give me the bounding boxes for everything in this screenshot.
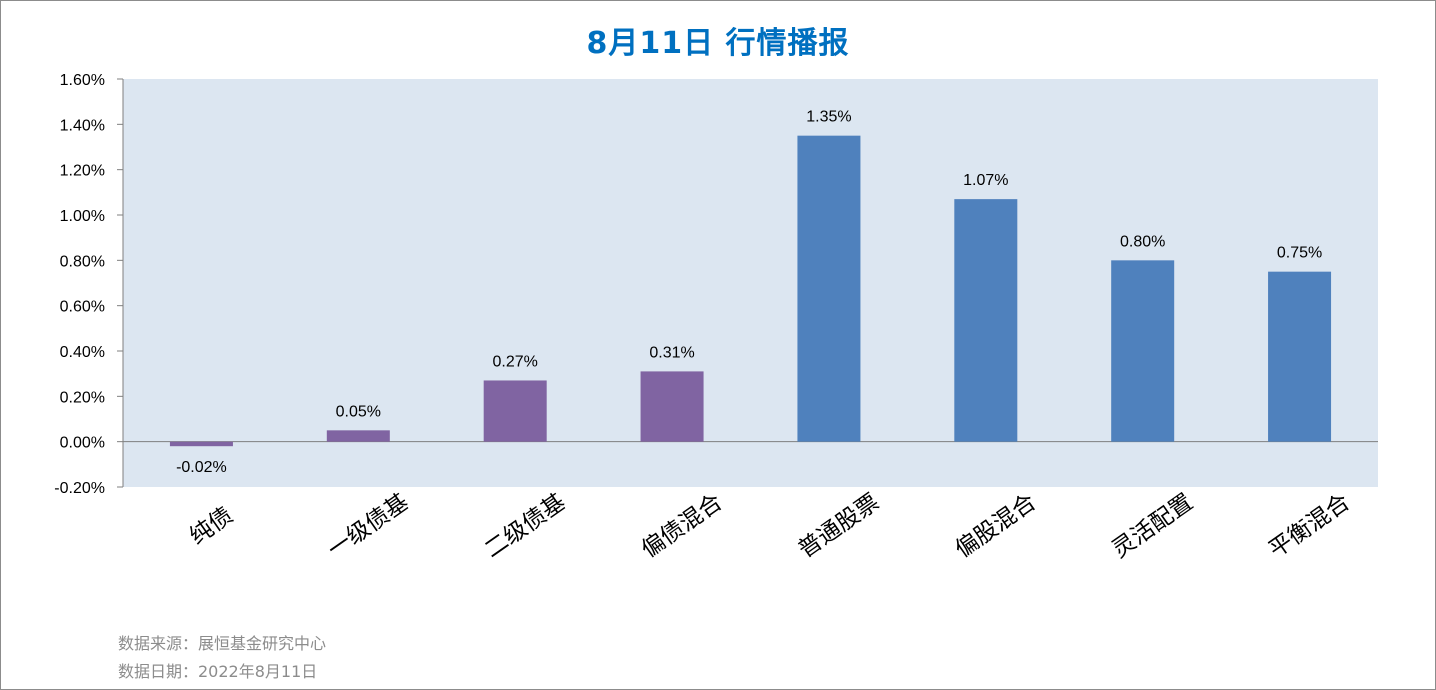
x-category-label: 二级债基	[480, 489, 570, 563]
bar-value-label: -0.02%	[176, 459, 227, 476]
y-tick-label: 0.00%	[60, 435, 105, 452]
bar-value-label: 0.31%	[649, 344, 694, 361]
bar	[954, 199, 1018, 442]
bar	[640, 371, 704, 442]
x-category-label: 偏股混合	[951, 489, 1041, 563]
x-category-label: 一级债基	[323, 489, 413, 563]
bar-value-label: 0.80%	[1120, 233, 1165, 250]
x-category-label: 灵活配置	[1108, 489, 1198, 563]
chart-title: 8月11日 行情播报	[586, 26, 850, 61]
data-date-note: 数据日期：2022年8月11日	[118, 662, 318, 681]
bar-value-label: 1.07%	[963, 172, 1008, 189]
bar-value-label: 1.35%	[806, 109, 851, 126]
y-tick-label: 1.00%	[60, 208, 105, 225]
y-tick-label: 0.20%	[60, 389, 105, 406]
bar-value-label: 0.75%	[1277, 245, 1322, 262]
y-tick-label: 0.40%	[60, 344, 105, 361]
y-tick-label: 1.20%	[60, 163, 105, 180]
plot-area	[123, 79, 1378, 487]
bar	[1268, 271, 1332, 442]
y-tick-label: 0.80%	[60, 253, 105, 270]
bar	[483, 380, 547, 442]
y-tick-label: 1.60%	[60, 72, 105, 89]
x-category-label: 偏债混合	[637, 489, 727, 563]
y-tick-label: 0.60%	[60, 299, 105, 316]
x-category-label: 纯债	[185, 502, 238, 550]
y-tick-label: -0.20%	[54, 480, 105, 497]
bar	[1111, 260, 1175, 442]
x-category-label: 普通股票	[794, 489, 884, 563]
bar	[169, 441, 233, 447]
bar	[797, 135, 861, 442]
bar-value-label: 0.05%	[336, 403, 381, 420]
y-tick-label: 1.40%	[60, 117, 105, 134]
bar	[326, 430, 390, 442]
bar-value-label: 0.27%	[493, 353, 538, 370]
data-source-note: 数据来源：展恒基金研究中心	[118, 634, 327, 653]
x-category-label: 平衡混合	[1264, 489, 1354, 563]
